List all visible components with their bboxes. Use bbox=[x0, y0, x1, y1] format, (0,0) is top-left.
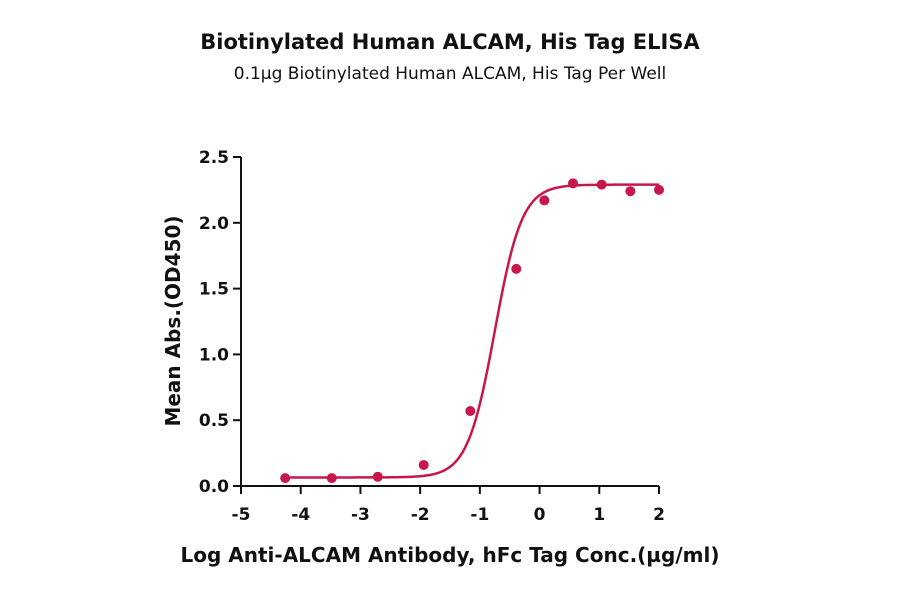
data-point bbox=[326, 473, 337, 484]
y-tick-label: 1.5 bbox=[199, 280, 229, 300]
x-tick-label: -4 bbox=[291, 505, 310, 525]
data-point bbox=[280, 473, 291, 484]
fit-curve-group bbox=[285, 183, 659, 479]
data-point bbox=[465, 405, 476, 416]
x-tick-label: 2 bbox=[653, 505, 665, 525]
data-point bbox=[418, 459, 429, 470]
y-tick-label: 1.0 bbox=[199, 345, 229, 365]
data-point bbox=[625, 186, 636, 197]
x-tick-label: -5 bbox=[232, 505, 251, 525]
x-tick-label: -3 bbox=[351, 505, 370, 525]
data-point bbox=[539, 195, 550, 206]
fit-curve bbox=[285, 183, 659, 479]
x-tick-label: 0 bbox=[534, 505, 546, 525]
x-axis-title: Log Anti-ALCAM Antibody, hFc Tag Conc.(µ… bbox=[181, 543, 720, 567]
y-axis-title: Mean Abs.(OD450) bbox=[161, 215, 185, 426]
data-point bbox=[596, 179, 607, 190]
data-point bbox=[654, 184, 664, 195]
y-tick-label: 0.0 bbox=[199, 477, 229, 497]
x-tick-label: -2 bbox=[411, 505, 430, 525]
data-point bbox=[568, 178, 579, 189]
y-tick-label: 2.0 bbox=[199, 214, 229, 234]
axes: -5 -4 -3 -2 -1 0 1 2 0.0 0.5 1.0 1.5 2.0 2.5 bbox=[199, 148, 665, 525]
data-point bbox=[372, 471, 383, 482]
x-tick-label: 1 bbox=[593, 505, 605, 525]
data-points bbox=[280, 178, 664, 484]
chart-subtitle: 0.1µg Biotinylated Human ALCAM, His Tag … bbox=[233, 64, 667, 84]
data-point bbox=[511, 263, 522, 274]
y-tick-label: 2.5 bbox=[199, 148, 229, 168]
y-tick-label: 0.5 bbox=[199, 411, 229, 431]
x-tick-label: -1 bbox=[470, 505, 489, 525]
chart-title: Biotinylated Human ALCAM, His Tag ELISA bbox=[200, 30, 700, 54]
